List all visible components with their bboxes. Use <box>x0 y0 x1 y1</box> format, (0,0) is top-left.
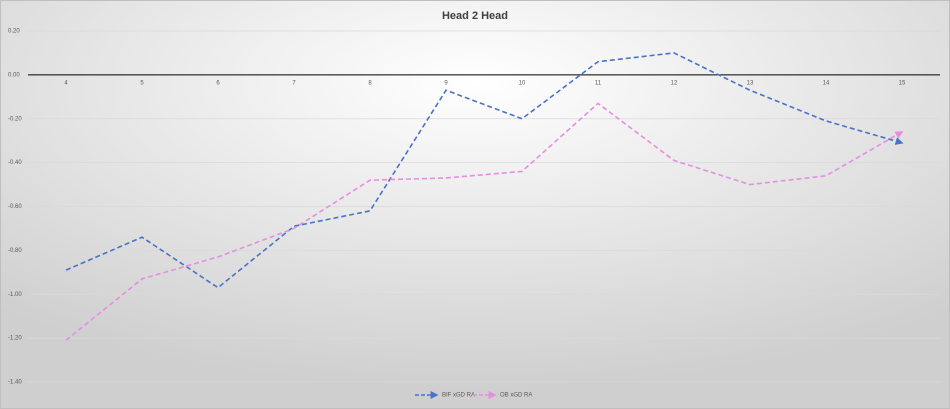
y-tick-label: -0.40 <box>8 160 22 166</box>
x-tick-label: 5 <box>140 80 144 86</box>
x-tick-label: 7 <box>292 80 296 86</box>
y-tick-label: -0.80 <box>8 248 22 254</box>
x-tick-label: 9 <box>444 80 448 86</box>
x-tick-label: 13 <box>747 80 754 86</box>
x-tick-label: 11 <box>595 80 602 86</box>
data-line <box>65 102 904 341</box>
legend: BIF xGD RA OB xGD RA <box>415 391 532 399</box>
legend-label: OB xGD RA <box>500 393 532 399</box>
x-tick-label: 14 <box>823 80 830 86</box>
y-tick-label: 0.00 <box>8 72 20 78</box>
y-tick-label: -1.00 <box>8 292 22 298</box>
y-tick-label: 0.20 <box>8 29 20 35</box>
y-tick-label: -1.20 <box>8 336 22 342</box>
legend-label: BIF xGD RA <box>442 393 475 399</box>
y-tick-label: -1.40 <box>8 380 22 386</box>
x-tick-label: 12 <box>671 80 678 86</box>
y-tick-label: -0.20 <box>8 116 22 122</box>
x-tick-label: 15 <box>899 80 906 86</box>
x-tick-label: 4 <box>64 80 68 86</box>
x-tick-label: 6 <box>216 80 220 86</box>
data-line <box>65 52 904 289</box>
x-tick-label: 8 <box>368 80 372 86</box>
x-tick-label: 10 <box>519 80 526 86</box>
y-tick-label: -0.60 <box>8 204 22 210</box>
chart-title: Head 2 Head <box>442 10 508 22</box>
